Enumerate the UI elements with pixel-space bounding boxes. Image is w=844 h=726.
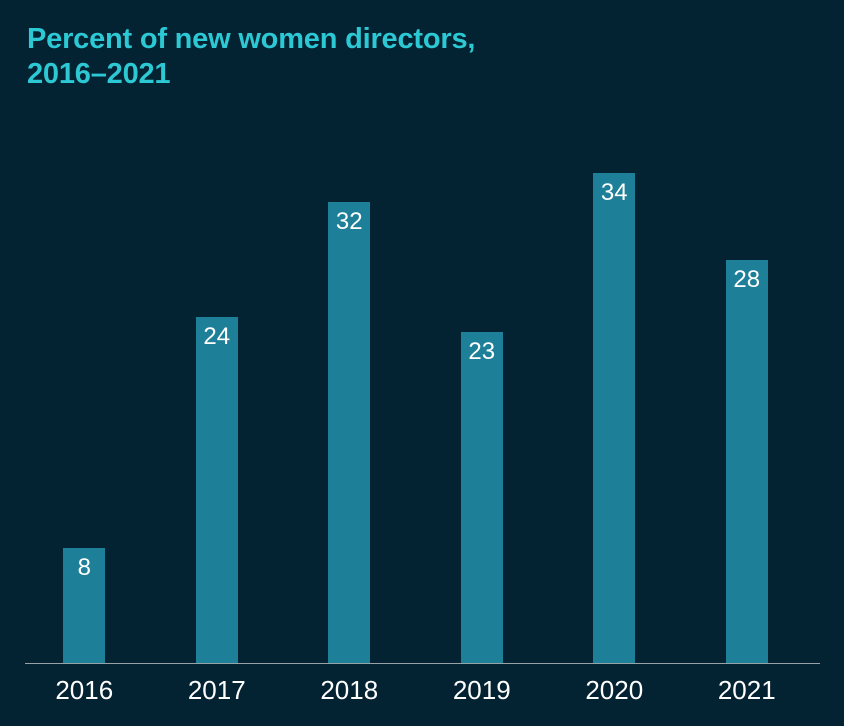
x-tick-label-2020: 2020 bbox=[585, 675, 644, 705]
x-tick-label-2016: 2016 bbox=[55, 675, 114, 705]
bar-2017: 24 bbox=[195, 317, 238, 663]
bar-value-label-2016: 8 bbox=[77, 553, 91, 581]
chart-title-line2: 2016–2021 bbox=[27, 58, 171, 90]
bar-column-2021: 28 bbox=[681, 140, 814, 663]
bar-column-2017: 24 bbox=[151, 140, 284, 663]
x-tick-label-2021: 2021 bbox=[717, 675, 776, 705]
bar-2021: 28 bbox=[725, 259, 768, 663]
chart-title: Percent of new women directors, 2016–202… bbox=[27, 22, 475, 92]
bar-2018: 32 bbox=[328, 202, 371, 663]
bar-column-2018: 32 bbox=[283, 140, 416, 663]
x-tick-label-2017: 2017 bbox=[187, 675, 246, 705]
bar-2016: 8 bbox=[63, 547, 106, 663]
bar-value-label-2018: 32 bbox=[335, 208, 363, 236]
chart-title-line1: Percent of new women directors, bbox=[27, 23, 476, 55]
plot-area: 8 24 32 23 34 28 bbox=[18, 140, 813, 663]
bar-value-label-2021: 28 bbox=[733, 265, 761, 293]
bar-2019: 23 bbox=[460, 331, 503, 663]
bar-value-label-2017: 24 bbox=[203, 323, 231, 351]
bar-column-2019: 23 bbox=[416, 140, 549, 663]
x-axis-tick-labels: 2016 2017 2018 2019 2020 2021 bbox=[18, 676, 813, 704]
bar-value-label-2020: 34 bbox=[600, 179, 628, 207]
bar-2020: 34 bbox=[593, 173, 636, 663]
x-tick-label-2019: 2019 bbox=[452, 675, 511, 705]
x-axis-line bbox=[25, 663, 820, 664]
bar-value-label-2019: 23 bbox=[468, 337, 496, 365]
bar-column-2020: 34 bbox=[548, 140, 681, 663]
x-tick-label-2018: 2018 bbox=[320, 675, 379, 705]
bar-column-2016: 8 bbox=[18, 140, 151, 663]
